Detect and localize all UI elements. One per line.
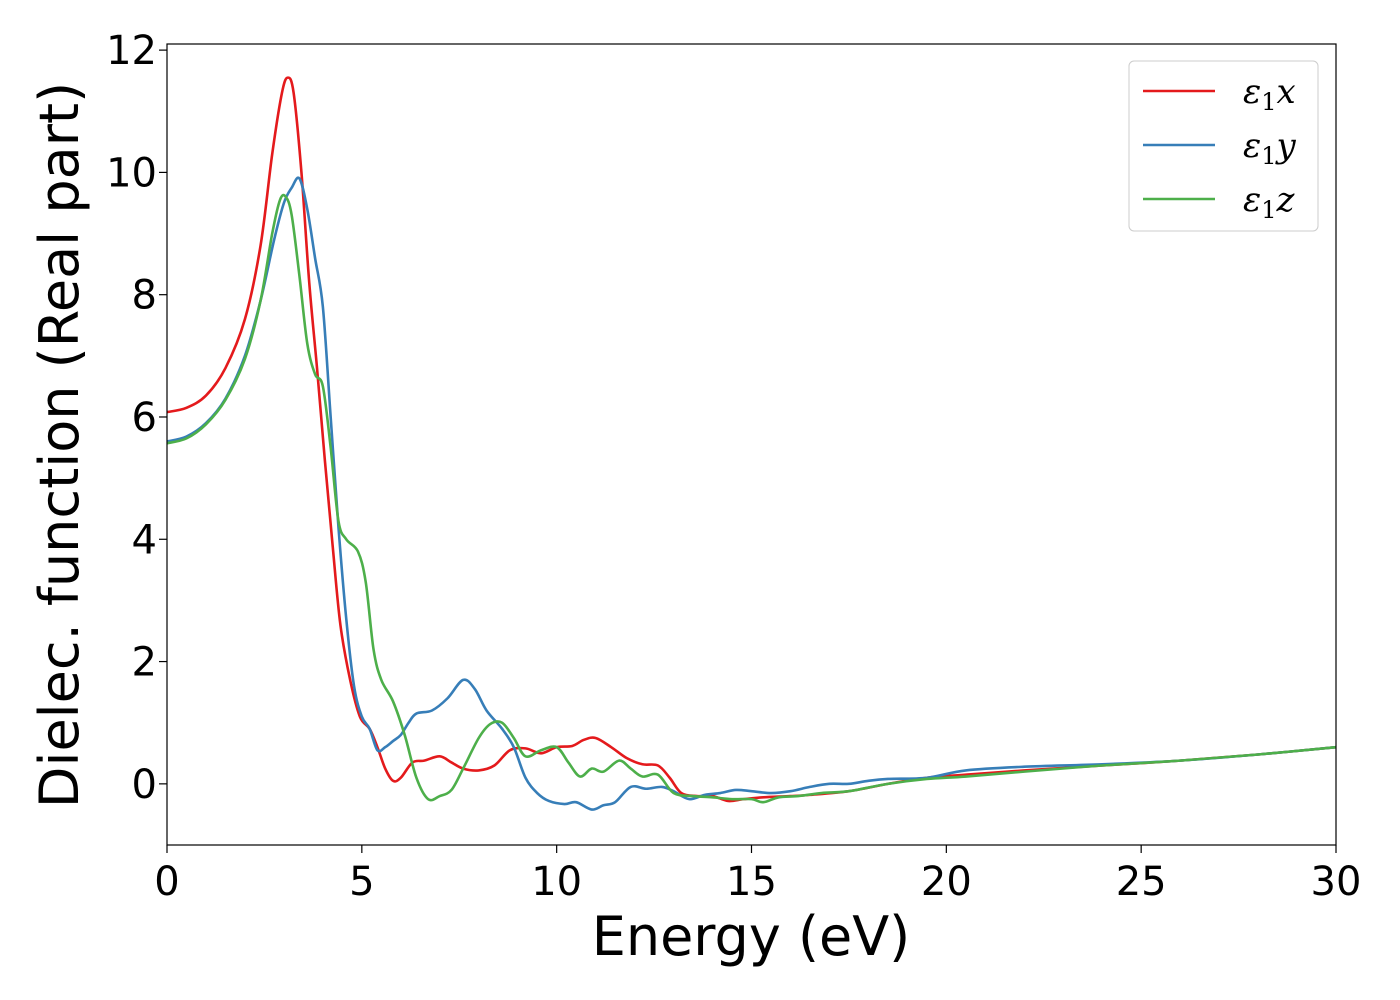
x-tick-label: 5 (349, 859, 374, 905)
series-line-3 (166, 193, 1337, 804)
legend-label-3: ε1z (1243, 180, 1296, 224)
series-layer (166, 76, 1337, 811)
legend: ε1x ε1y ε1z (1128, 60, 1319, 232)
y-tick-label: 8 (132, 273, 157, 319)
y-tick-label: 2 (132, 640, 157, 686)
x-axis: 0 5 10 15 20 25 30 (154, 845, 1361, 905)
x-tick-label: 15 (726, 859, 777, 905)
x-tick-label: 0 (154, 859, 179, 905)
x-tick-label: 30 (1311, 859, 1362, 905)
x-tick-label: 10 (531, 859, 582, 905)
x-tick-label: 20 (921, 859, 972, 905)
series-line-2 (166, 176, 1337, 811)
y-tick-label: 10 (106, 150, 157, 196)
legend-box (1128, 60, 1319, 232)
y-tick-label: 4 (132, 517, 157, 563)
legend-label-1: ε1x (1243, 72, 1296, 116)
y-axis: 0 2 4 6 8 10 12 (106, 28, 167, 808)
y-axis-label: Dielec. function (Real part) (28, 82, 91, 808)
x-tick-label: 25 (1116, 859, 1167, 905)
y-tick-label: 6 (132, 395, 157, 441)
legend-label-2: ε1y (1243, 126, 1297, 170)
y-tick-label: 12 (106, 28, 157, 74)
x-axis-label: Energy (eV) (592, 905, 911, 968)
y-tick-label: 0 (132, 762, 157, 808)
